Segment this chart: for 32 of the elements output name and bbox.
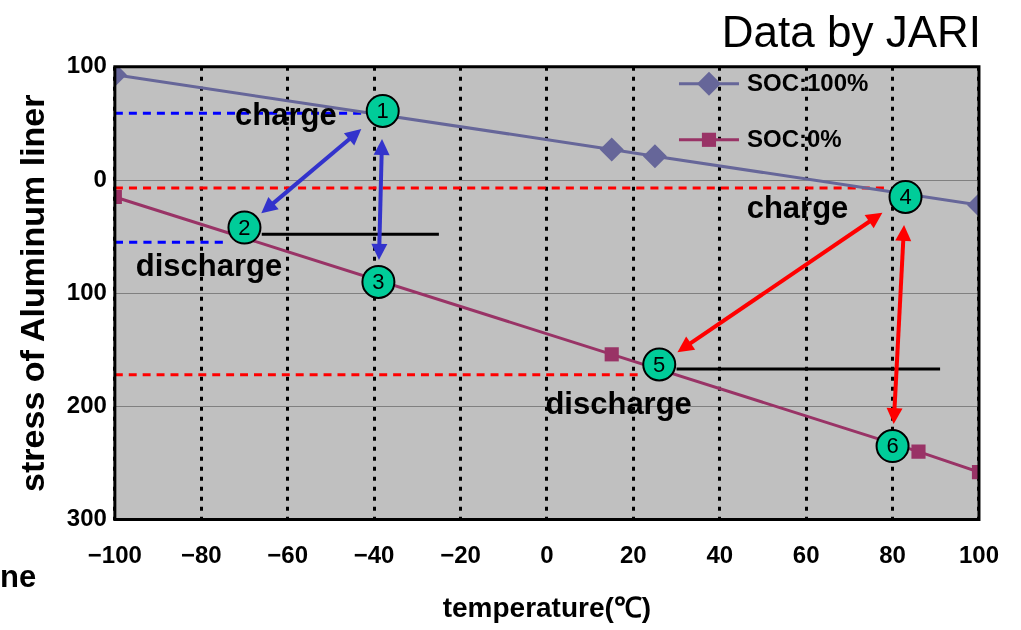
x-tick-label: −20 bbox=[440, 540, 481, 568]
x-tick-label: −60 bbox=[267, 540, 309, 568]
x-tick-label: 40 bbox=[706, 540, 734, 568]
legend-label: SOC:0% bbox=[746, 125, 842, 153]
y-tick-label: 100 bbox=[66, 51, 107, 79]
annotation: 4 bbox=[899, 184, 912, 210]
annotation: 2 bbox=[238, 214, 251, 240]
x-tick-label: 0 bbox=[540, 540, 554, 568]
annotation: discharge bbox=[135, 247, 283, 283]
x-tick-label: −40 bbox=[353, 540, 395, 568]
annotation: 3 bbox=[372, 268, 385, 294]
annotation: 6 bbox=[886, 433, 899, 459]
annotation: charge bbox=[235, 97, 337, 133]
x-axis-title: temperature(℃) bbox=[442, 591, 652, 623]
annotation: discharge bbox=[545, 386, 692, 422]
text: ne bbox=[0, 558, 37, 594]
y-axis-title: stress of Aluminum liner bbox=[12, 94, 51, 492]
annotation: 1 bbox=[376, 98, 389, 124]
y-tick-label: 0 bbox=[93, 164, 107, 192]
x-tick-label: 60 bbox=[792, 540, 820, 568]
y-tick-label: 100 bbox=[66, 277, 107, 305]
annotation: 5 bbox=[653, 351, 666, 377]
x-tick-label: 80 bbox=[879, 540, 906, 568]
y-tick-label: 300 bbox=[66, 504, 107, 532]
legend-label: SOC:100% bbox=[746, 69, 869, 97]
x-tick-label: 20 bbox=[619, 540, 647, 568]
y-tick-label: 200 bbox=[66, 391, 107, 419]
chart-title: Data by JARI bbox=[721, 6, 981, 56]
x-tick-label: 100 bbox=[958, 540, 999, 568]
annotation: charge bbox=[746, 189, 849, 225]
x-tick-label: −100 bbox=[87, 540, 142, 568]
x-tick-label: −80 bbox=[180, 540, 222, 568]
